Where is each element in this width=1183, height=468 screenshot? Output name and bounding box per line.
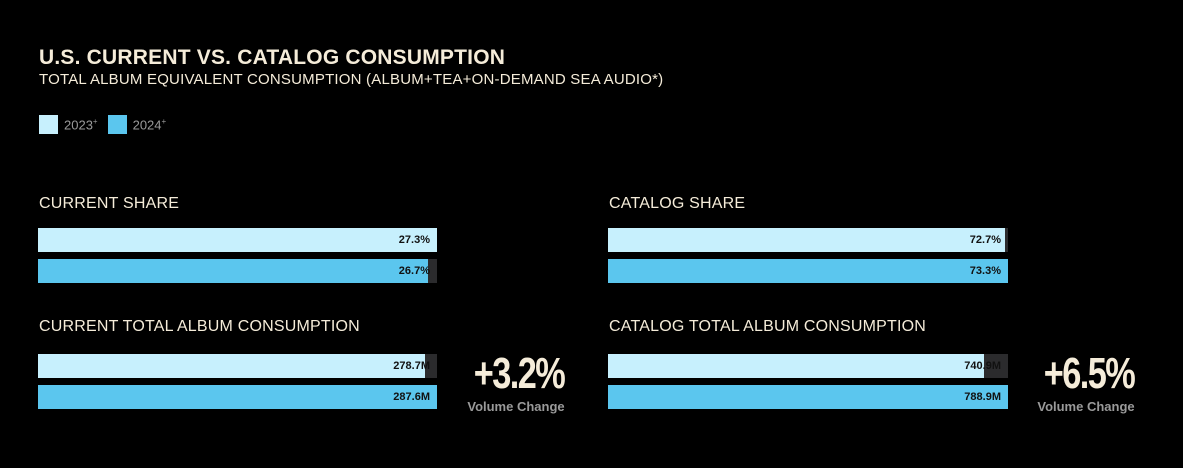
current-total-bar-2023: 278.7M <box>38 354 437 378</box>
legend-item-2024: 2024+ <box>107 115 167 134</box>
catalog-total-value-2024: 788.9M <box>964 391 1001 403</box>
catalog-share-bar-2024-fill <box>608 259 1008 283</box>
catalog-volume-change-value: +6.5% <box>1043 349 1136 398</box>
legend-swatch-2024 <box>107 115 127 134</box>
current-total-title: CURRENT TOTAL ALBUM CONSUMPTION <box>39 318 360 335</box>
chart-title: U.S. CURRENT VS. CATALOG CONSUMPTION <box>39 46 506 69</box>
legend-label-2023: 2023 <box>64 117 93 133</box>
legend: 2023+ 2024+ <box>39 115 166 134</box>
current-total-bar-2023-fill <box>38 354 425 378</box>
catalog-total-bar-2023: 740.9M <box>608 354 1008 378</box>
current-total-value-2023: 278.7M <box>393 360 430 372</box>
catalog-total-bar-2024-fill <box>608 385 1008 409</box>
catalog-volume-change-label: Volume Change <box>1037 399 1135 414</box>
catalog-volume-change: +6.5% Volume Change <box>1031 349 1141 415</box>
chart-subtitle: TOTAL ALBUM EQUIVALENT CONSUMPTION (ALBU… <box>39 71 664 88</box>
legend-swatch-2023 <box>39 115 58 134</box>
current-volume-change-label: Volume Change <box>467 399 565 414</box>
catalog-total-title: CATALOG TOTAL ALBUM CONSUMPTION <box>609 318 927 335</box>
current-total-bar-2024-fill <box>38 385 437 409</box>
current-total-value-2024: 287.6M <box>393 391 430 403</box>
legend-label-2024: 2024 <box>132 117 162 133</box>
current-volume-change-value: +3.2% <box>473 349 566 398</box>
catalog-total-bar-2024: 788.9M <box>608 385 1008 409</box>
current-share-value-2024: 26.7% <box>398 265 430 277</box>
catalog-share-value-2024: 73.3% <box>969 265 1001 277</box>
catalog-share-title: CATALOG SHARE <box>609 195 746 212</box>
catalog-share-value-2023: 72.7% <box>969 234 1001 246</box>
catalog-share-bar-2024: 73.3% <box>608 259 1008 283</box>
legend-marker-2023: + <box>92 116 98 126</box>
current-share-value-2023: 27.3% <box>398 234 430 246</box>
legend-marker-2024: + <box>161 116 167 126</box>
current-share-bar-2024-fill <box>38 259 429 283</box>
current-share-title: CURRENT SHARE <box>39 195 180 212</box>
current-volume-change: +3.2% Volume Change <box>461 349 571 415</box>
current-share-bar-2023: 27.3% <box>38 228 437 252</box>
current-total-bar-2024: 287.6M <box>38 385 437 409</box>
catalog-share-bar-2023: 72.7% <box>608 228 1008 252</box>
catalog-total-value-2023: 740.9M <box>964 360 1001 372</box>
legend-item-2023: 2023+ <box>39 115 98 134</box>
current-share-bar-2024: 26.7% <box>38 259 437 283</box>
catalog-share-bar-2023-fill <box>608 228 1005 252</box>
current-share-bar-2023-fill <box>38 228 437 252</box>
catalog-total-bar-2023-fill <box>608 354 984 378</box>
